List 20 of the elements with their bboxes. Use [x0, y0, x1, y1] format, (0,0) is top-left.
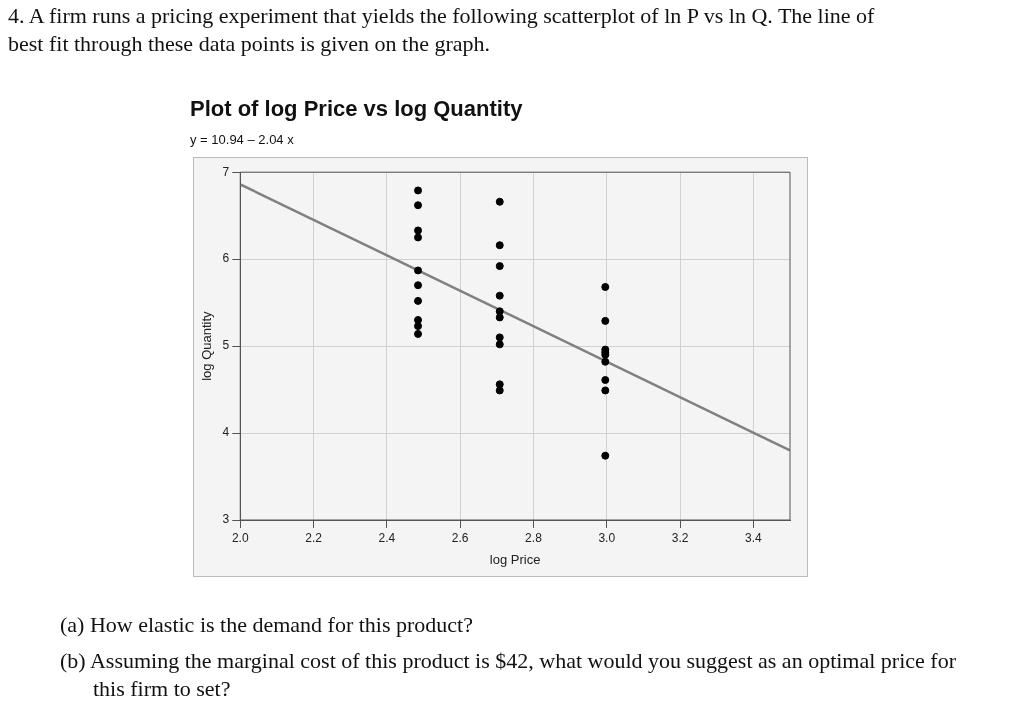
text: (b) Assuming the marginal cost of this product is $42, what would you suggest as an optimal price for this firm to set?	[60, 647, 957, 703]
x-tick-label: 3.0	[598, 530, 616, 545]
x-tick-label: 2.6	[451, 530, 469, 545]
x-tick-label: 2.8	[525, 530, 543, 545]
chart-subtitle: y = 10.94 – 2.04 x	[190, 132, 294, 147]
x-axis-title: log Price	[489, 551, 541, 567]
y-tick-label: 6	[222, 251, 230, 266]
y-axis-title: log Quantity	[199, 310, 215, 381]
x-tick-label: 3.4	[745, 530, 763, 545]
y-tick-label: 4	[222, 425, 230, 440]
y-tick-label: 3	[222, 512, 230, 527]
x-tick-label: 2.0	[231, 530, 249, 545]
text: (a) How elastic is the demand for this product?	[60, 611, 474, 639]
x-tick-label: 2.4	[378, 530, 396, 545]
x-tick-label: 2.2	[305, 530, 323, 545]
chart-title: Plot of log Price vs log Quantity	[190, 96, 523, 122]
text: 4. A firm runs a pricing experiment that yields the following scatterplot of ln P vs ln Q. The line of best fit through these data points is given on the graph.	[8, 2, 876, 58]
y-tick-label: 5	[222, 338, 230, 353]
x-tick-label: 3.2	[671, 530, 689, 545]
y-tick-label: 7	[222, 164, 230, 179]
